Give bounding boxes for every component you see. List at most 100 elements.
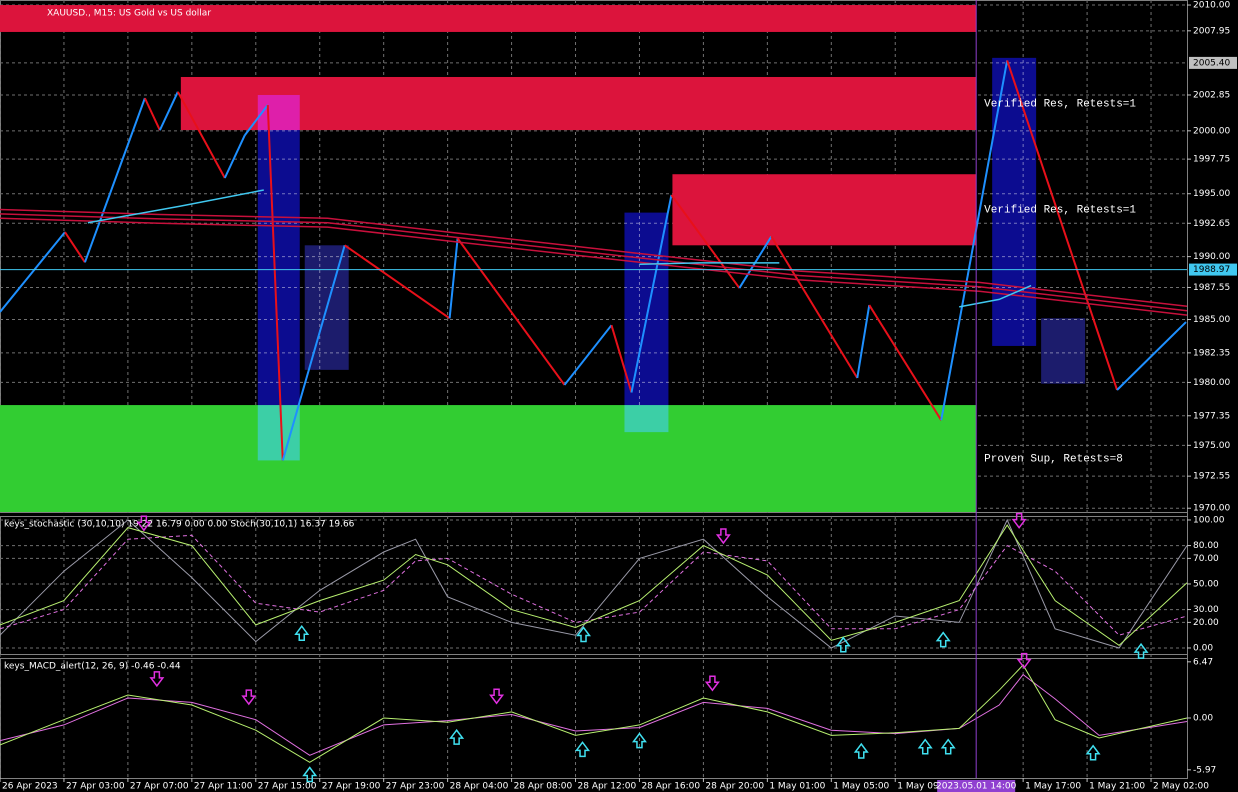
- zigzag-segment: [563, 324, 613, 386]
- series-line: [0, 208, 1188, 308]
- x-tick-label: 28 Apr 12:00: [578, 782, 637, 792]
- zigzag-segment: [158, 91, 179, 131]
- range-box: [257, 94, 300, 461]
- y-tick-label: 80.00: [1193, 541, 1219, 551]
- signal-arrow: [917, 738, 933, 755]
- panel-frame: [0, 516, 1188, 655]
- zone: [672, 174, 977, 246]
- x-tick-label: 27 Apr 03:00: [66, 782, 125, 792]
- series-line: [0, 524, 1188, 647]
- y-tick-label: 1997.75: [1193, 155, 1230, 165]
- y-tick-label: 1987.55: [1193, 283, 1230, 293]
- signal-arrow: [935, 631, 951, 648]
- zigzag-segment: [83, 97, 146, 263]
- x-tick-label: 28 Apr 20:00: [705, 782, 764, 792]
- zigzag-segment: [456, 237, 566, 386]
- y-tick-label: 1975.00: [1193, 441, 1230, 451]
- x-tick-label: 27 Apr 07:00: [130, 782, 189, 792]
- y-tick-label: 1970.00: [1193, 504, 1230, 514]
- signal-arrow: [1085, 744, 1101, 761]
- signal-arrow: [136, 515, 152, 532]
- zone-label: Verified Res, Retests=1: [984, 98, 1136, 110]
- signal-arrow: [1011, 512, 1027, 529]
- signal-arrow: [631, 732, 647, 749]
- y-tick-label: 1982.35: [1193, 348, 1230, 358]
- y-tick-label: 2010.00: [1193, 1, 1230, 11]
- zigzag-segment: [770, 235, 859, 379]
- zigzag-segment: [281, 245, 346, 461]
- zigzag-segment: [243, 104, 269, 136]
- zigzag-segment: [176, 91, 226, 179]
- panel-frame: [0, 658, 1188, 779]
- signal-arrow: [1133, 642, 1149, 659]
- y-tick-label: 30.00: [1193, 605, 1219, 615]
- signal-arrow: [302, 766, 318, 783]
- signal-arrow: [575, 741, 591, 758]
- series-line: [0, 213, 1188, 312]
- x-tick-label: 2 May 02:00: [1153, 782, 1209, 792]
- panel-title: keys_stochastic (30,10,10) 19.22 16.79 0…: [4, 520, 355, 530]
- grid-layer: [0, 0, 1187, 778]
- zone: [180, 76, 977, 131]
- cursor-label: 2023.05.01 14:00: [936, 782, 1017, 792]
- x-tick-label: 26 Apr 2023: [2, 782, 58, 792]
- y-tick-label: 50.00: [1193, 579, 1219, 589]
- zigzag-segment: [0, 231, 66, 313]
- signal-arrow: [704, 675, 720, 692]
- y-tick-label: 2000.00: [1193, 126, 1230, 136]
- zigzag-segment: [64, 231, 86, 263]
- zone: [0, 5, 977, 32]
- y-tick-label: 1972.55: [1193, 472, 1230, 482]
- zigzag-segment: [344, 244, 451, 320]
- zigzag-segment: [1116, 321, 1187, 391]
- y-tick-label: 6.47: [1193, 657, 1213, 667]
- series-line: [0, 518, 1188, 649]
- signal-arrow: [241, 689, 257, 706]
- x-tick-label: 1 May 09:00: [897, 782, 953, 792]
- signal-arrow: [853, 742, 869, 759]
- x-tick-label: 1 May 17:00: [1025, 782, 1081, 792]
- y-tick-label: 0.00: [1193, 643, 1213, 653]
- signal-arrow: [489, 688, 505, 705]
- y-tick-label: 1977.35: [1193, 411, 1230, 421]
- y-tick-label: 2002.85: [1193, 90, 1230, 100]
- series-line: [0, 664, 1188, 763]
- x-tick-label: 27 Apr 19:00: [322, 782, 381, 792]
- highlight-tick-label: 2005.40: [1193, 58, 1230, 68]
- x-tick-label: 27 Apr 15:00: [258, 782, 317, 792]
- plot-layer: [0, 60, 1188, 763]
- x-tick-label: 28 Apr 04:00: [450, 782, 509, 792]
- panel-title: keys_MACD_alert(12, 26, 9) -0.46 -0.44: [4, 662, 181, 672]
- zigzag-segment: [1006, 60, 1119, 391]
- zigzag-segment: [610, 324, 633, 393]
- current-price-label: 1988.97: [1193, 265, 1230, 275]
- x-tick-label: 28 Apr 16:00: [641, 782, 700, 792]
- x-tick-label: 1 May 05:00: [833, 782, 889, 792]
- panel-title: XAUUSD., M15: US Gold vs US dollar: [47, 9, 211, 19]
- current-price-box: [1189, 263, 1237, 276]
- y-tick-label: -5.97: [1193, 765, 1216, 775]
- zigzag-segment: [940, 60, 1009, 421]
- x-tick-label: 27 Apr 23:00: [386, 782, 445, 792]
- y-tick-label: 1990.00: [1193, 252, 1230, 262]
- cursor-label-box: [937, 780, 1016, 792]
- highlight-tick-box: [1189, 56, 1237, 69]
- zigzag-segment: [223, 134, 246, 179]
- x-tick-label: 28 Apr 08:00: [514, 782, 573, 792]
- x-tick-label: 1 May 01:00: [769, 782, 825, 792]
- signal-arrow: [449, 728, 465, 745]
- zone-label: Verified Res, Retests=1: [984, 205, 1136, 217]
- y-tick-label: 1992.65: [1193, 219, 1230, 229]
- series-line: [0, 217, 1188, 316]
- signal-arrow: [715, 528, 731, 545]
- signal-arrow: [940, 738, 956, 755]
- y-tick-label: 1995.00: [1193, 189, 1230, 199]
- y-tick-label: 20.00: [1193, 618, 1219, 628]
- zigzag-segment: [856, 304, 871, 379]
- y-tick-label: 1980.00: [1193, 378, 1230, 388]
- signal-arrow: [1016, 652, 1032, 669]
- zone: [0, 405, 977, 512]
- series-line: [0, 673, 1188, 756]
